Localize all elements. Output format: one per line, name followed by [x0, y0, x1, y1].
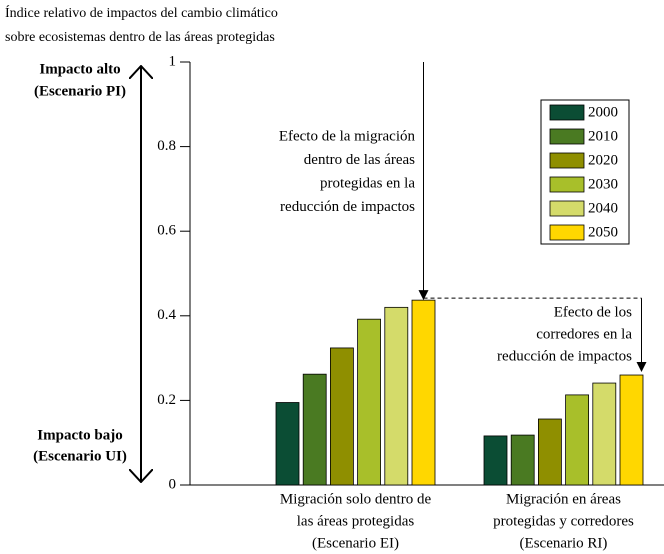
chart-title: Índice relativo de impactos del cambio c… [5, 4, 278, 21]
legend-swatch [549, 224, 585, 241]
high-label: (Escenario PI) [34, 83, 126, 99]
legend-swatch [549, 104, 585, 121]
legend-swatch [549, 128, 585, 145]
legend-label: 2050 [588, 224, 618, 240]
low-label: Impacto bajo [37, 427, 122, 443]
legend-label: 2000 [588, 104, 618, 120]
legend-label: 2030 [588, 176, 618, 192]
low-label: (Escenario UI) [33, 448, 127, 464]
chart-title: sobre ecosistemas dentro de las áreas pr… [5, 30, 275, 45]
legend-box [540, 99, 630, 245]
legend-swatch [549, 152, 585, 169]
annotation: reducción de impactos [497, 348, 632, 364]
bar [619, 374, 644, 486]
x-tick-label: (Escenario EI) [312, 535, 399, 551]
y-tick-label: 1 [169, 53, 177, 69]
legend-swatch [549, 200, 585, 217]
bar [592, 382, 617, 486]
bar [275, 402, 300, 486]
x-tick-label: Migración solo dentro de [280, 491, 432, 507]
bar [510, 434, 535, 486]
bar [302, 373, 327, 486]
bar [538, 418, 562, 486]
y-tick-label: 0 [169, 476, 177, 492]
legend-label: 2040 [588, 200, 618, 216]
bar [565, 394, 589, 486]
annotation: corredores en la [536, 326, 632, 342]
y-tick-label: 0.4 [157, 307, 176, 323]
legend-label: 2020 [588, 152, 618, 168]
bar [411, 299, 436, 486]
x-tick-label: Migración en áreas [506, 491, 621, 507]
legend-swatch [549, 176, 585, 193]
x-tick-label: las áreas protegidas [297, 513, 415, 529]
x-tick-label: (Escenario RI) [520, 535, 608, 551]
y-tick-label: 0.8 [157, 138, 176, 154]
annotation: dentro de las áreas [304, 152, 415, 168]
bar [384, 306, 409, 486]
bar [357, 318, 382, 486]
y-tick-label: 0.6 [157, 223, 176, 239]
x-tick-label: protegidas y corredores [493, 513, 634, 529]
annotation: reducción de impactos [280, 199, 415, 215]
y-tick-label: 0.2 [157, 392, 176, 408]
bar [329, 347, 354, 486]
bar [483, 435, 508, 486]
legend-label: 2010 [588, 128, 618, 144]
annotation: protegidas en la [320, 175, 415, 191]
annotation: Efecto de la migración [279, 128, 416, 144]
annotation: Efecto de los [554, 304, 632, 320]
high-label: Impacto alto [39, 61, 120, 77]
